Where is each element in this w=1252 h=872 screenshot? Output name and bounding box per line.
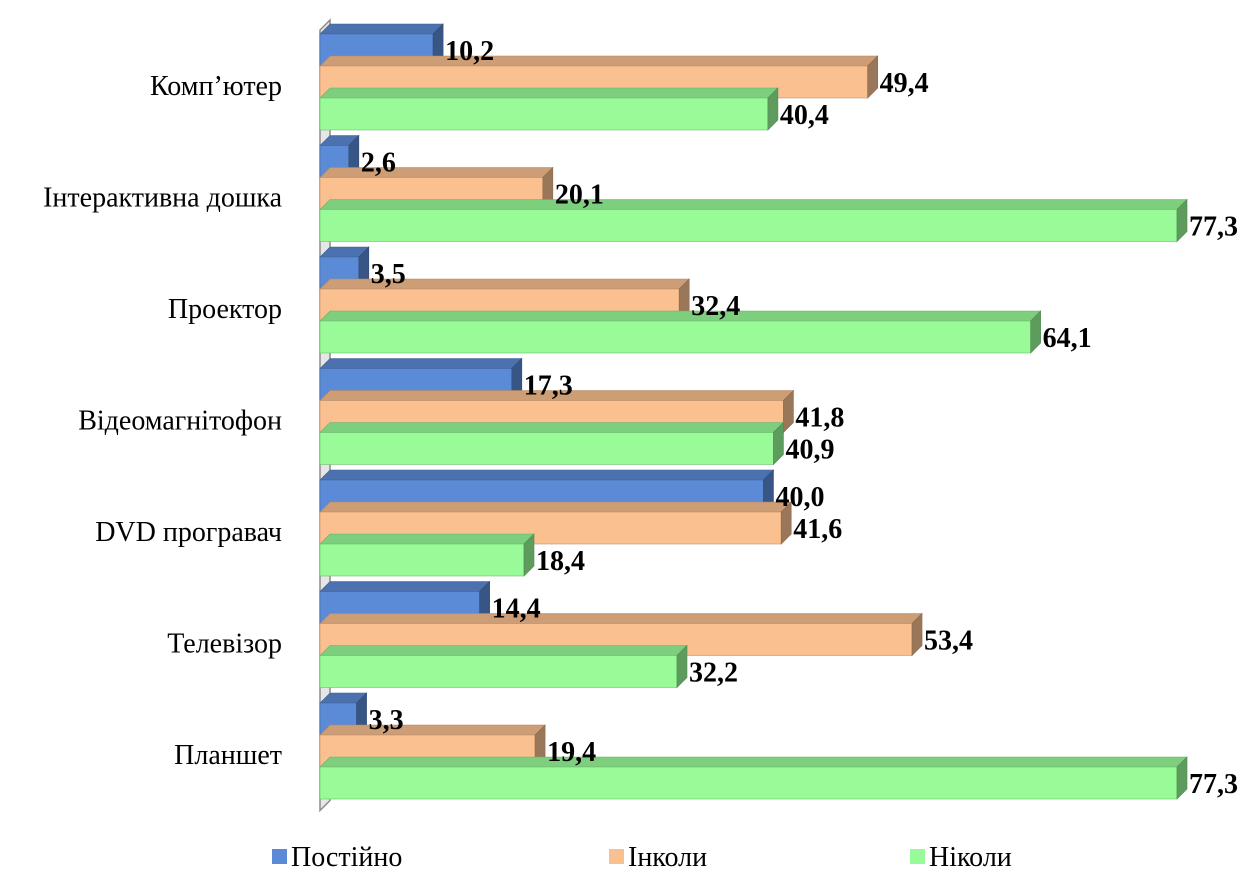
data-label: 3,3 (369, 705, 404, 736)
bar-side-face (911, 612, 923, 657)
legend-swatch (910, 849, 925, 864)
legend-item: Ніколи (910, 842, 1012, 872)
legend-item: Інколи (609, 842, 707, 872)
data-label: 14,4 (492, 594, 541, 625)
bar-3 (319, 756, 1188, 800)
legend-label: Інколи (628, 842, 707, 872)
bar-top-face (319, 724, 546, 736)
data-label: 18,4 (536, 546, 585, 577)
data-label: 41,6 (793, 514, 842, 545)
bar-side-face (676, 644, 688, 689)
data-label: 40,9 (785, 435, 834, 466)
bars (319, 23, 1188, 800)
category-label: Відеомагнітофон (78, 405, 282, 436)
bar-top-face (319, 581, 491, 592)
data-label: 53,4 (924, 626, 973, 657)
bar-top-face (319, 501, 792, 513)
bar-3 (319, 310, 1042, 354)
bar-side-face (1176, 756, 1188, 800)
bar-1 (319, 692, 368, 736)
bar-front-face (319, 209, 1178, 242)
data-label: 17,3 (524, 371, 573, 402)
bar-side-face (1030, 310, 1041, 354)
bar-top-face (319, 167, 554, 178)
bar-front-face (319, 97, 769, 131)
bar-front-face (319, 766, 1178, 800)
data-label: 3,5 (371, 259, 406, 290)
data-label: 64,1 (1043, 323, 1092, 354)
category-label: Телевізор (167, 628, 282, 659)
bar-3 (319, 533, 535, 577)
bar-top-face (319, 87, 779, 99)
data-label: 32,4 (691, 291, 740, 322)
data-label: 41,8 (795, 403, 844, 434)
legend: Постійно Інколи Ніколи (272, 842, 1012, 872)
bar-top-face (319, 310, 1042, 322)
category-label: DVD програвач (95, 517, 282, 548)
bar-top-face (319, 422, 785, 433)
bar-side-face (867, 55, 878, 99)
bar-side-face (773, 421, 784, 466)
data-label: 49,4 (880, 68, 929, 99)
bar-side-face (767, 87, 779, 131)
bar-top-face (319, 613, 923, 624)
bar-top-face (319, 645, 688, 656)
bar-3 (319, 87, 779, 131)
category-label: Планшет (174, 740, 282, 771)
legend-label: Постійно (291, 842, 402, 872)
bar-side-face (1176, 198, 1188, 243)
data-label: 10,2 (445, 36, 494, 67)
bar-2 (319, 55, 879, 99)
data-label: 19,4 (547, 737, 596, 768)
bar-3 (319, 421, 785, 466)
bar-side-face (523, 533, 535, 577)
legend-label: Ніколи (929, 842, 1012, 872)
bar-top-face (319, 55, 879, 67)
data-label: 77,3 (1189, 212, 1238, 243)
data-label: 77,3 (1189, 769, 1238, 800)
data-label: 32,2 (689, 658, 738, 689)
bar-top-face (319, 756, 1188, 768)
bar-front-face (319, 432, 774, 465)
category-labels: Комп’ютер Інтерактивна дошка Проектор Відео… (43, 71, 282, 771)
data-label: 2,6 (361, 148, 396, 179)
bar-front-face (319, 655, 678, 688)
legend-swatch (609, 849, 624, 864)
bar-3 (319, 198, 1188, 243)
legend-item: Постійно (272, 842, 402, 872)
bar-front-face (319, 320, 1031, 354)
bar-side-face (780, 501, 792, 545)
category-label: Проектор (168, 294, 282, 325)
category-label: Інтерактивна дошка (43, 182, 282, 213)
bar-side-face (783, 389, 794, 434)
bar-front-face (319, 543, 525, 577)
data-label: 20,1 (555, 180, 604, 211)
data-label: 40,0 (775, 482, 824, 513)
legend-swatch (272, 849, 287, 864)
bar-top-face (319, 23, 444, 35)
bar-top-face (319, 358, 523, 369)
category-label: Комп’ютер (150, 71, 282, 102)
data-labels: 10,2 49,4 40,4 2,6 20,1 77,3 3,5 32,4 64,1 17,3 41… (361, 36, 1238, 800)
bar-top-face (319, 469, 775, 481)
data-label: 40,4 (780, 100, 829, 131)
bar-3 (319, 644, 688, 689)
bar-top-face (319, 533, 535, 545)
bar-top-face (319, 199, 1188, 210)
